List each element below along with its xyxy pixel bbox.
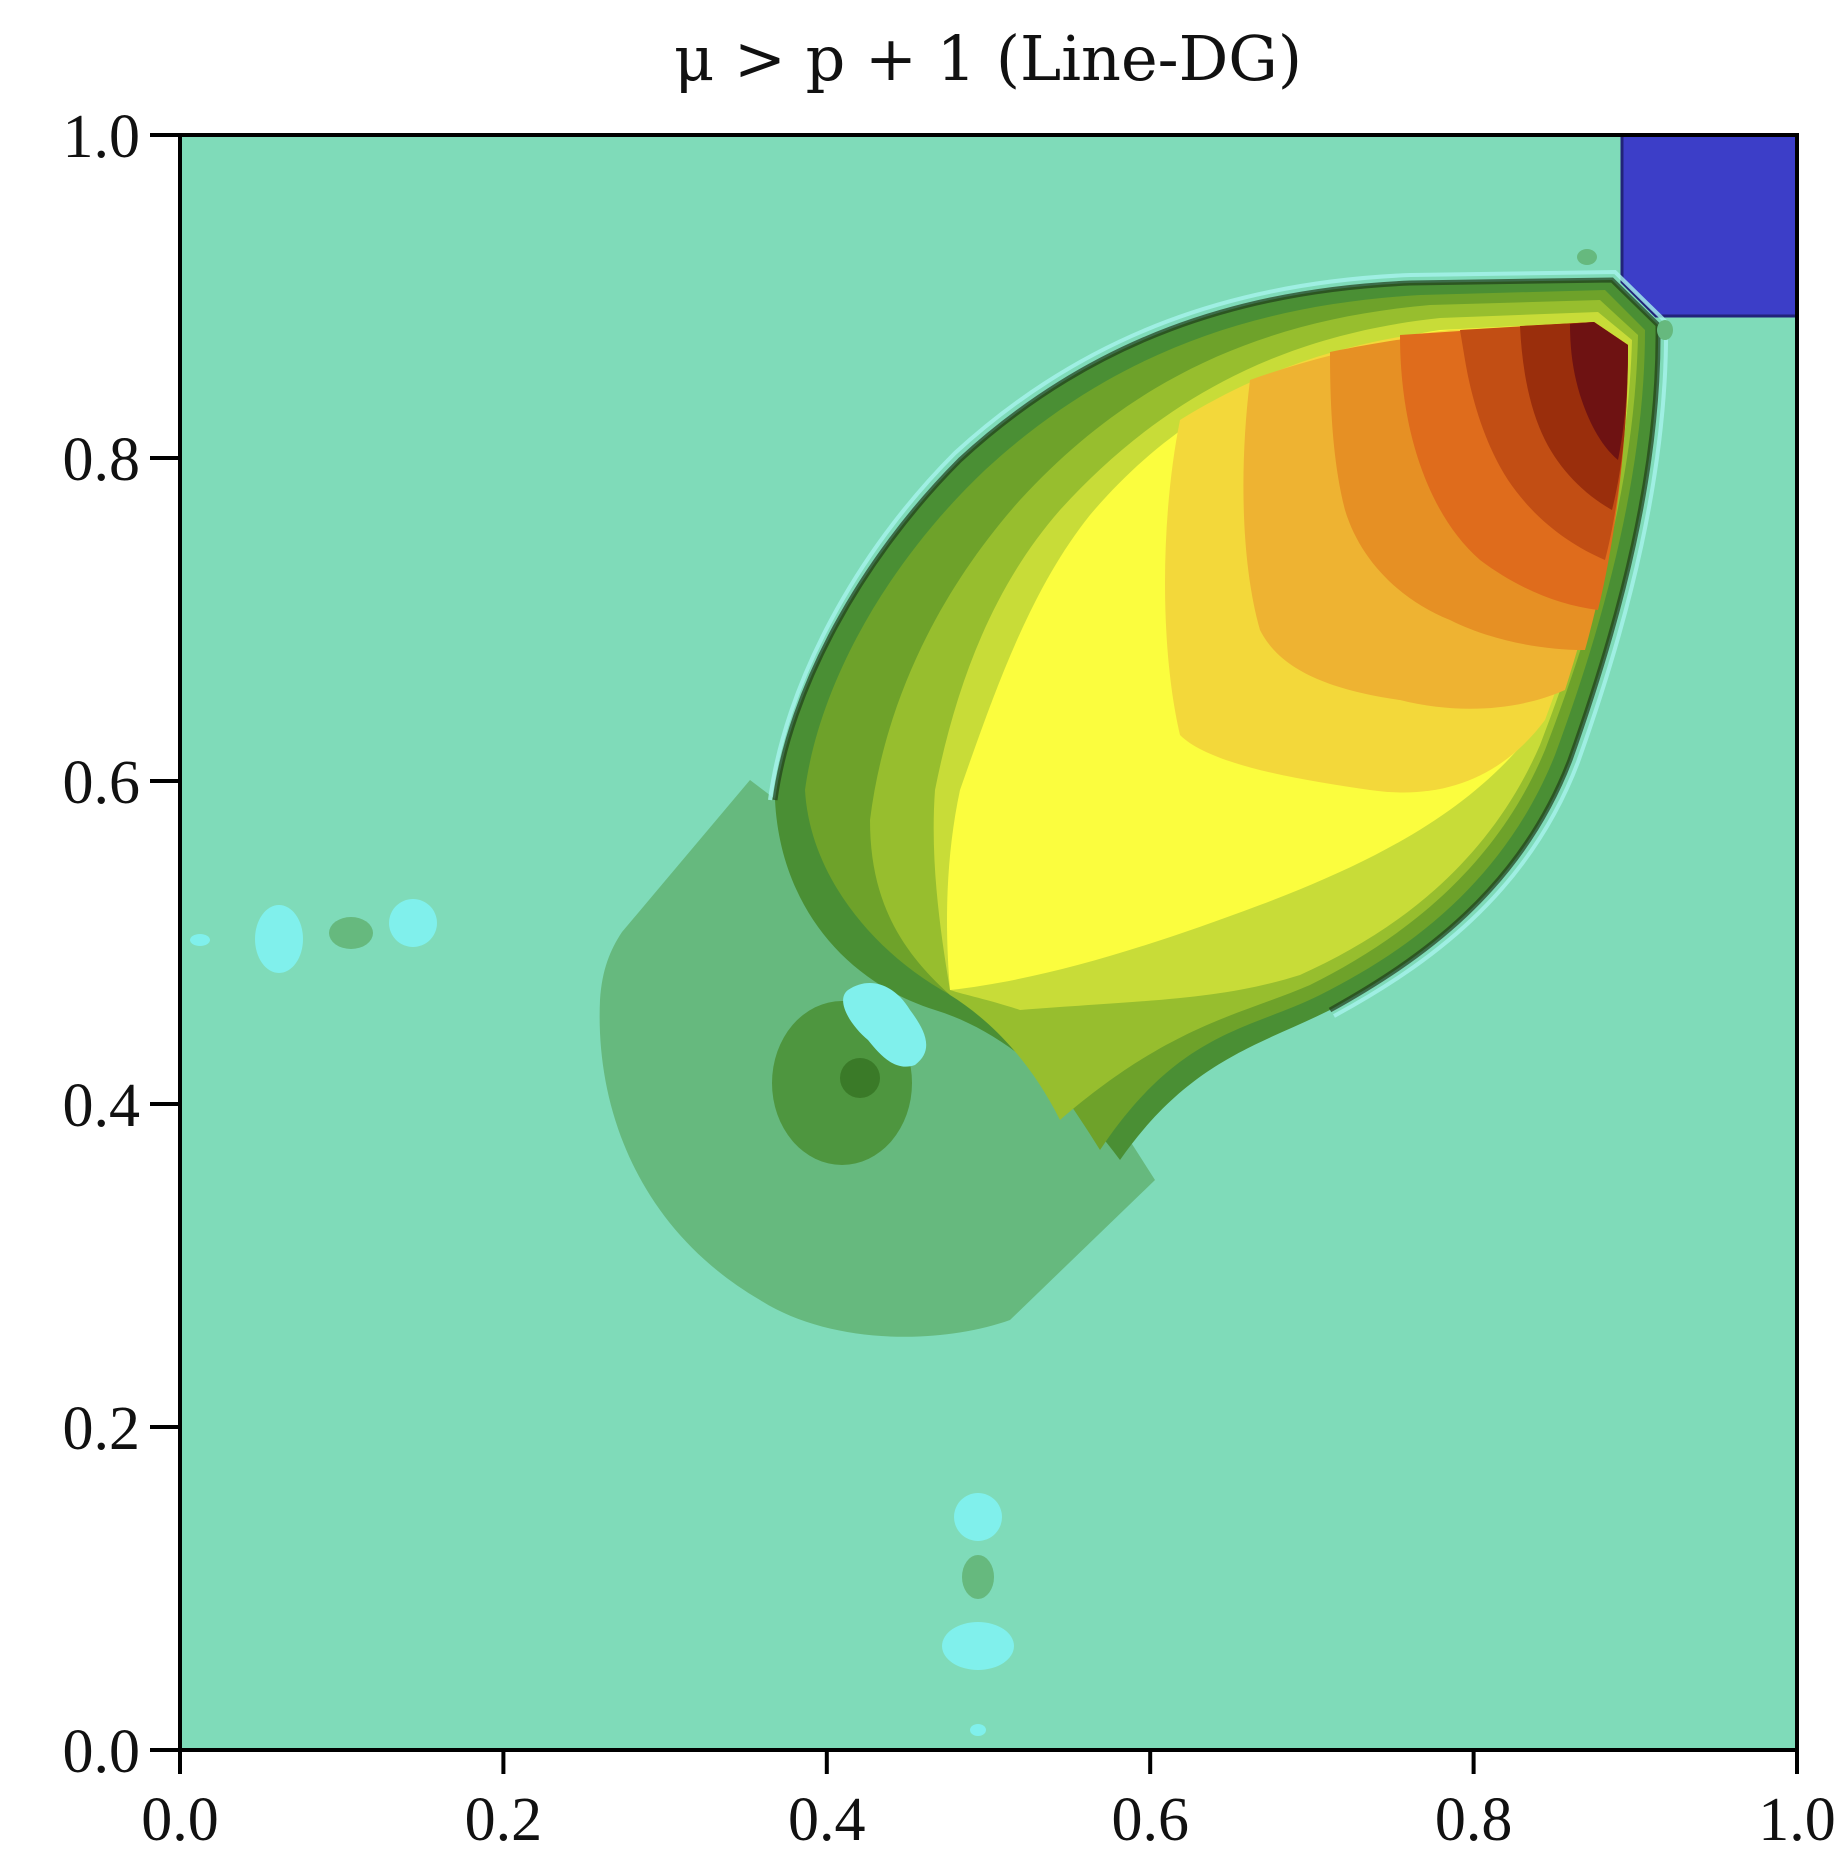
y-tick-label: 0.2	[63, 1395, 141, 1463]
contour-region-blue	[1620, 135, 1797, 318]
green-spot-right	[1657, 320, 1673, 340]
x-tick-label: 1.0	[1758, 1786, 1836, 1854]
cyan-spot-center	[843, 982, 927, 1067]
plot-frame	[178, 133, 1799, 1752]
cyan-spot-edge	[190, 934, 210, 946]
cyan-spot-bottom-1	[954, 1493, 1002, 1541]
green-spot-top-right	[1577, 249, 1597, 265]
y-tick-label: 0.8	[63, 426, 141, 494]
shock-halo	[768, 269, 1669, 1018]
x-tick-label: 0.2	[465, 1786, 543, 1854]
cyan-spot-bottom-3	[970, 1724, 986, 1736]
chart-title: μ > p + 1 (Line-DG)	[674, 22, 1302, 95]
plot-area	[180, 135, 1797, 1750]
cyan-spot-left-2	[389, 899, 437, 947]
x-tick-label: 0.0	[141, 1786, 219, 1854]
green-spot-left	[329, 917, 373, 949]
cyan-spot-left-1	[255, 905, 303, 973]
y-tick-label: 1.0	[63, 103, 141, 171]
x-tick-label: 0.8	[1435, 1786, 1513, 1854]
cyan-spot-bottom-2	[942, 1622, 1014, 1670]
x-axis: 0.0 0.2 0.4 0.6 0.8 1.0	[141, 1750, 1836, 1854]
green-spot-bottom	[962, 1555, 994, 1599]
shock-front	[772, 277, 1661, 1013]
y-axis: 0.0 0.2 0.4 0.6 0.8 1.0	[63, 103, 180, 1786]
y-tick-label: 0.6	[63, 749, 141, 817]
contour-region-vortex-inner	[840, 1058, 880, 1098]
contour-region-l12	[1570, 322, 1628, 460]
y-tick-label: 0.0	[63, 1718, 141, 1786]
x-tick-label: 0.4	[788, 1786, 866, 1854]
y-tick-label: 0.4	[63, 1072, 141, 1140]
x-tick-label: 0.6	[1111, 1786, 1189, 1854]
